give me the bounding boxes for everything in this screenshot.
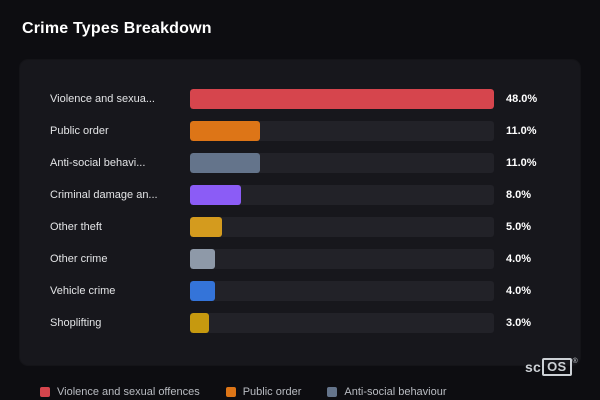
legend-label: Violence and sexual offences (57, 386, 200, 398)
category-label: Shoplifting (50, 316, 102, 329)
category-label: Public order (50, 124, 109, 137)
bar-row: Shoplifting 3.0% (50, 312, 552, 333)
bar-row: Vehicle crime 4.0% (50, 280, 552, 301)
bar[interactable] (190, 184, 241, 205)
bar[interactable] (190, 120, 260, 141)
bar[interactable] (190, 312, 209, 333)
value-label: 11.0% (506, 124, 537, 137)
bar-rows: Violence and sexua... 48.0% Public order 11… (50, 88, 552, 333)
legend-item[interactable]: Public order (225, 386, 302, 398)
bar[interactable] (190, 216, 222, 237)
legend-label: Anti-social behaviour (344, 386, 447, 398)
scos-logo: sc OS ® (525, 358, 578, 376)
bar-track[interactable] (190, 88, 494, 109)
value-label: 4.0% (506, 252, 532, 265)
registered-mark-icon: ® (572, 358, 578, 365)
bar-track[interactable] (190, 280, 494, 301)
bar[interactable] (190, 88, 494, 109)
legend-swatch-icon (40, 387, 50, 397)
bar-row: Other theft 5.0% (50, 216, 552, 237)
value-label: 8.0% (506, 188, 532, 201)
category-label: Anti-social behavi... (50, 156, 146, 169)
bar-track[interactable] (190, 184, 494, 205)
bar-row: Violence and sexua... 48.0% (50, 88, 552, 109)
bar[interactable] (190, 248, 216, 269)
value-label: 5.0% (506, 220, 532, 233)
page-title: Crime Types Breakdown (22, 20, 212, 37)
chart-card: Violence and sexua... 48.0% Public order 11… (20, 60, 580, 365)
bar[interactable] (190, 280, 216, 301)
legend-item[interactable]: Anti-social behaviour (327, 386, 447, 398)
bar-track[interactable] (190, 152, 494, 173)
legend-label: Public order (242, 386, 302, 398)
value-label: 3.0% (506, 316, 532, 329)
legend-swatch-icon (327, 387, 338, 397)
chart-legend: Violence and sexual offences Public order… (40, 386, 447, 398)
category-label: Criminal damage an... (50, 188, 158, 201)
bar-row: Other crime 4.0% (50, 248, 552, 269)
category-label: Violence and sexua... (50, 92, 155, 105)
bar-track[interactable] (190, 248, 494, 269)
legend-swatch-icon (225, 387, 236, 397)
bar-row: Public order 11.0% (50, 120, 552, 141)
legend-item[interactable]: Violence and sexual offences (40, 386, 200, 398)
bar[interactable] (190, 152, 260, 173)
bar-row: Anti-social behavi... 11.0% (50, 152, 552, 173)
bar-row: Criminal damage an... 8.0% (50, 184, 552, 205)
value-label: 48.0% (506, 92, 538, 105)
bar-track[interactable] (190, 120, 494, 141)
bar-track[interactable] (190, 216, 494, 237)
brand-box: OS (542, 358, 572, 376)
category-label: Other crime (50, 252, 108, 265)
value-label: 11.0% (506, 156, 537, 169)
value-label: 4.0% (506, 284, 532, 297)
brand-prefix: sc (524, 359, 542, 375)
bar-track[interactable] (190, 312, 494, 333)
category-label: Vehicle crime (50, 284, 116, 297)
category-label: Other theft (50, 220, 102, 233)
